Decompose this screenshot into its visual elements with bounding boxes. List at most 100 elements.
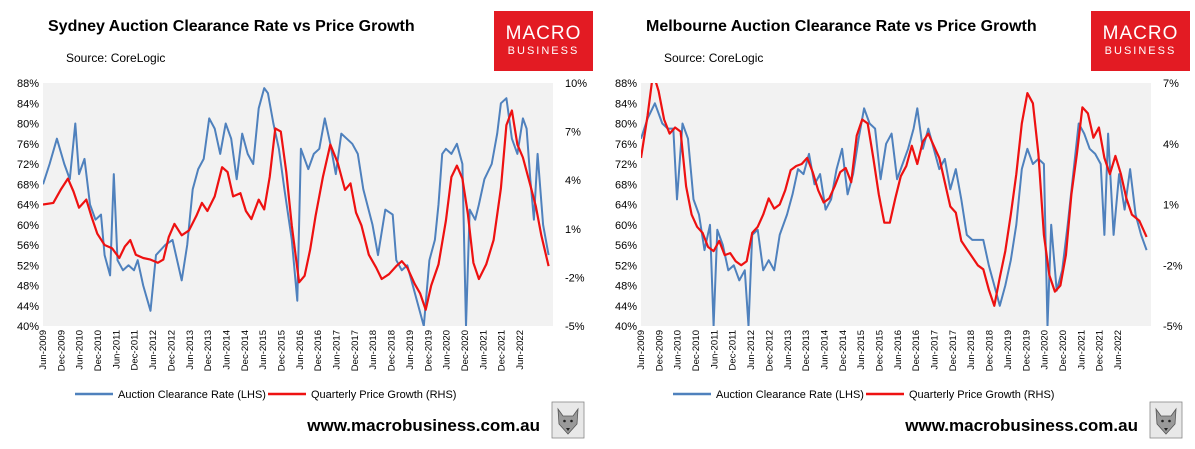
legend-label: Quarterly Price Growth (RHS) xyxy=(311,389,456,401)
y-right-tick: 1% xyxy=(1163,200,1179,212)
wolf-eye xyxy=(1168,419,1171,423)
logo-text-top: MACRO xyxy=(1103,23,1179,44)
y-left-tick: 52% xyxy=(17,260,39,272)
x-tick: Dec-2020 xyxy=(1058,330,1069,371)
x-tick: Dec-2009 xyxy=(56,330,67,371)
series-line-price-growth xyxy=(641,83,1148,307)
x-tick: Dec-2014 xyxy=(838,330,849,371)
logo-box xyxy=(494,11,593,71)
x-tick: Jun-2011 xyxy=(709,330,720,369)
x-tick: Dec-2019 xyxy=(423,330,434,371)
legend-label: Quarterly Price Growth (RHS) xyxy=(909,389,1054,401)
x-tick: Dec-2017 xyxy=(948,330,959,371)
y-left-tick: 64% xyxy=(615,200,637,212)
x-tick: Dec-2011 xyxy=(728,330,739,371)
y-right-tick: -5% xyxy=(1163,321,1183,333)
y-left-tick: 56% xyxy=(17,240,39,252)
logo-text-bottom: BUSINESS xyxy=(508,45,580,57)
y-left-tick: 84% xyxy=(17,98,39,110)
x-tick: Dec-2011 xyxy=(130,330,141,371)
x-tick: Jun-2019 xyxy=(405,330,416,370)
y-left-tick: 52% xyxy=(615,260,637,272)
chart-source: Source: CoreLogic xyxy=(664,51,763,65)
y-left-tick: 44% xyxy=(615,301,637,313)
y-left-tick: 64% xyxy=(17,200,39,212)
x-tick: Jun-2017 xyxy=(930,330,941,370)
wolf-face xyxy=(1155,407,1177,435)
wolf-icon xyxy=(551,401,585,439)
chart-title: Sydney Auction Clearance Rate vs Price G… xyxy=(48,18,415,35)
x-tick: Jun-2016 xyxy=(295,330,306,370)
legend-label: Auction Clearance Rate (LHS) xyxy=(716,389,864,401)
y-left-tick: 88% xyxy=(615,78,637,90)
x-tick: Dec-2013 xyxy=(801,330,812,371)
x-tick: Dec-2021 xyxy=(497,330,508,371)
y-right-tick: 7% xyxy=(1163,78,1179,90)
series-line-clearance-rate xyxy=(641,102,1148,326)
x-tick: Jun-2014 xyxy=(221,330,232,370)
x-tick: Jun-2018 xyxy=(966,330,977,370)
y-right-tick: 4% xyxy=(565,175,581,187)
plot-area xyxy=(641,83,1151,326)
y-left-tick: 60% xyxy=(17,220,39,232)
y-left-tick: 44% xyxy=(17,301,39,313)
x-tick: Jun-2009 xyxy=(636,330,647,370)
x-tick: Jun-2014 xyxy=(819,330,830,370)
x-tick: Dec-2012 xyxy=(764,330,775,371)
x-tick: Jun-2011 xyxy=(111,330,122,369)
x-tick: Jun-2012 xyxy=(746,330,757,370)
y-left-tick: 48% xyxy=(17,281,39,293)
y-left-tick: 48% xyxy=(615,281,637,293)
website-url: www.macrobusiness.com.au xyxy=(904,416,1138,435)
x-tick: Dec-2013 xyxy=(203,330,214,371)
y-left-tick: 56% xyxy=(615,240,637,252)
x-tick: Jun-2017 xyxy=(332,330,343,370)
website-url: www.macrobusiness.com.au xyxy=(306,416,540,435)
x-tick: Jun-2013 xyxy=(185,330,196,370)
y-right-tick: 4% xyxy=(1163,139,1179,151)
x-tick: Dec-2015 xyxy=(874,330,885,371)
x-tick: Dec-2010 xyxy=(93,330,104,371)
y-right-tick: -2% xyxy=(1163,260,1183,272)
x-tick: Dec-2017 xyxy=(350,330,361,371)
chart-panel-1: Melbourne Auction Clearance Rate vs Pric… xyxy=(615,11,1190,439)
y-left-tick: 80% xyxy=(615,119,637,131)
wolf-face xyxy=(557,407,579,435)
x-tick: Dec-2009 xyxy=(654,330,665,371)
x-tick: Jun-2021 xyxy=(1076,330,1087,370)
y-left-tick: 72% xyxy=(615,159,637,171)
y-left-tick: 76% xyxy=(17,139,39,151)
x-tick: Dec-2018 xyxy=(985,330,996,371)
y-right-tick: -2% xyxy=(565,272,585,284)
wolf-eye xyxy=(570,419,573,423)
y-left-tick: 72% xyxy=(17,159,39,171)
x-tick: Dec-2016 xyxy=(911,330,922,371)
logo-text-bottom: BUSINESS xyxy=(1105,45,1177,57)
x-tick: Dec-2018 xyxy=(387,330,398,371)
chart-title: Melbourne Auction Clearance Rate vs Pric… xyxy=(646,18,1037,35)
chart-panel-0: Sydney Auction Clearance Rate vs Price G… xyxy=(17,11,593,439)
x-tick: Jun-2020 xyxy=(442,330,453,370)
x-tick: Jun-2022 xyxy=(1113,330,1124,370)
x-tick: Jun-2015 xyxy=(258,330,269,370)
x-tick: Dec-2016 xyxy=(313,330,324,371)
y-left-tick: 68% xyxy=(17,179,39,191)
x-tick: Jun-2010 xyxy=(673,330,684,370)
x-tick: Jun-2020 xyxy=(1040,330,1051,370)
x-tick: Jun-2010 xyxy=(75,330,86,370)
y-left-tick: 40% xyxy=(17,321,39,333)
y-left-tick: 60% xyxy=(615,220,637,232)
y-right-tick: -5% xyxy=(565,321,585,333)
x-tick: Jun-2018 xyxy=(368,330,379,370)
y-left-tick: 84% xyxy=(615,98,637,110)
y-right-tick: 7% xyxy=(565,127,581,139)
legend-label: Auction Clearance Rate (LHS) xyxy=(118,389,266,401)
x-tick: Jun-2021 xyxy=(478,330,489,370)
x-tick: Jun-2022 xyxy=(515,330,526,370)
y-left-tick: 40% xyxy=(615,321,637,333)
x-tick: Jun-2016 xyxy=(893,330,904,370)
